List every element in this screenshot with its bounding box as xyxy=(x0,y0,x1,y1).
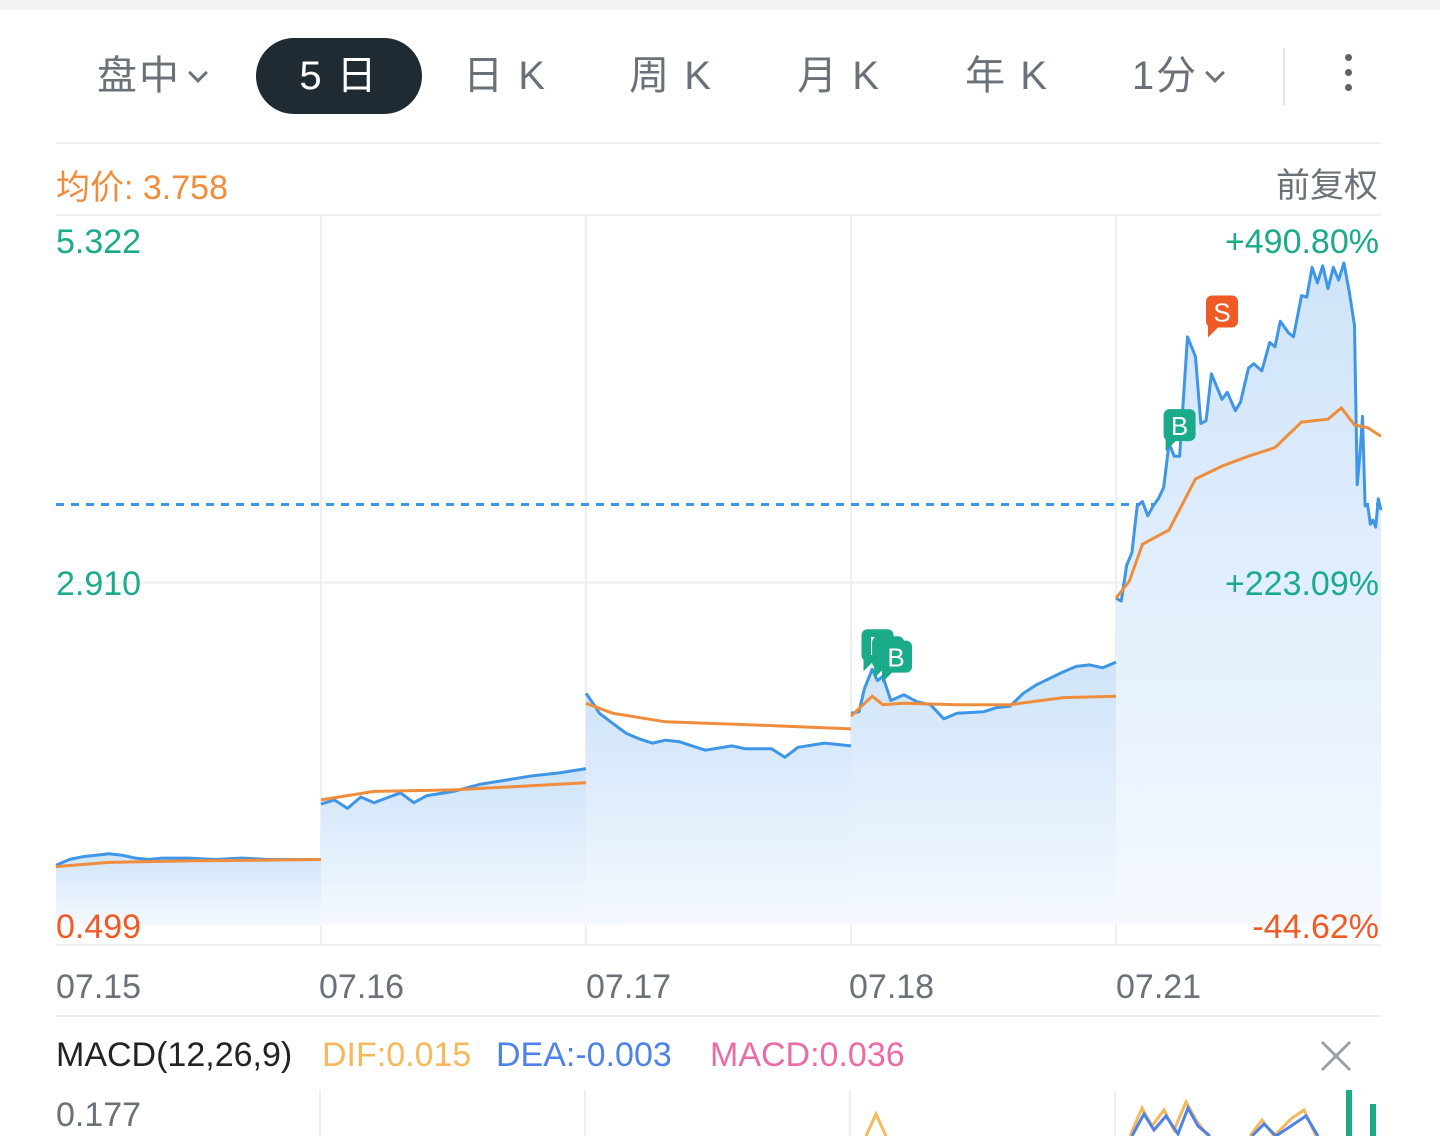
pct-tick-label: -44.62% xyxy=(1252,908,1379,946)
marker-badge xyxy=(1163,409,1196,442)
marker-label: B xyxy=(887,643,904,673)
price-line-day-2 xyxy=(584,692,852,759)
price-area-day-1 xyxy=(321,768,586,925)
price-chart: BBBBS 5.3222.9100.499+490.80%+223.09%-44… xyxy=(55,214,1383,1006)
adjust-mode[interactable]: 前复权 xyxy=(1276,167,1378,205)
top-strip xyxy=(0,0,1440,10)
macd-dea: DEA:-0.003 xyxy=(496,1036,672,1074)
avg-price: 均价: 3.758 xyxy=(56,169,228,207)
macd-chart xyxy=(319,1090,1376,1136)
marker-label: B xyxy=(1171,411,1188,441)
avg-line-day-0 xyxy=(55,858,322,869)
macd-y-top: 0.177 xyxy=(56,1096,142,1134)
avg-line-day-2 xyxy=(585,701,852,731)
macd-value: MACD:0.036 xyxy=(710,1036,905,1074)
x-tick-label: 07.17 xyxy=(586,968,671,1006)
price-area-day-0 xyxy=(56,853,321,925)
buy-marker: B xyxy=(880,640,913,683)
marker-badge xyxy=(1206,295,1238,328)
x-tick-label: 07.16 xyxy=(319,968,404,1006)
x-tick-label: 07.18 xyxy=(849,968,934,1006)
avg-line-day-3 xyxy=(849,694,1117,718)
period-tabs: 盘中 5 日 日 K 周 K 月 K 年 K 1分 xyxy=(0,38,1440,116)
buy-marker: B xyxy=(1163,409,1196,452)
y-tick-label: 2.910 xyxy=(56,565,141,603)
sell-marker: S xyxy=(1206,295,1238,338)
price-area-day-3 xyxy=(851,662,1116,925)
tab-intraday[interactable]: 盘中 xyxy=(76,38,226,114)
x-tick-label: 07.15 xyxy=(56,968,141,1006)
divider xyxy=(56,1015,1382,1017)
macd-title: MACD(12,26,9) xyxy=(56,1036,293,1074)
tab-interval-1min[interactable]: 1分 xyxy=(1112,38,1242,114)
tab-month-k[interactable]: 月 K xyxy=(797,54,881,98)
macd-dif: DIF:0.015 xyxy=(322,1036,472,1074)
pct-tick-label: +490.80% xyxy=(1225,223,1379,261)
marker-badge xyxy=(880,640,913,673)
y-tick-label: 0.499 xyxy=(56,908,141,946)
divider xyxy=(56,142,1382,144)
tab-week-k[interactable]: 周 K xyxy=(629,54,713,98)
pct-tick-label: +223.09% xyxy=(1225,565,1379,603)
price-line-day-1 xyxy=(320,767,587,810)
avg-line-day-1 xyxy=(320,781,587,802)
marker-tail xyxy=(1165,437,1178,452)
x-tick-label: 07.21 xyxy=(1116,968,1201,1006)
avg-line-day-4 xyxy=(1114,405,1382,600)
price-line-day-4 xyxy=(1115,261,1383,603)
close-icon[interactable] xyxy=(1318,1038,1354,1074)
marker-tail xyxy=(882,668,895,683)
tabs-divider xyxy=(1283,48,1285,106)
marker-label: S xyxy=(1213,297,1230,327)
tab-day-k[interactable]: 日 K xyxy=(463,54,547,98)
marker-tail xyxy=(1208,323,1220,338)
price-area-day-2 xyxy=(586,693,851,925)
tab-year-k[interactable]: 年 K xyxy=(965,54,1049,98)
y-tick-label: 5.322 xyxy=(56,223,141,261)
more-vertical-icon[interactable] xyxy=(1330,54,1366,100)
tab-5-day[interactable]: 5 日 xyxy=(256,38,422,114)
